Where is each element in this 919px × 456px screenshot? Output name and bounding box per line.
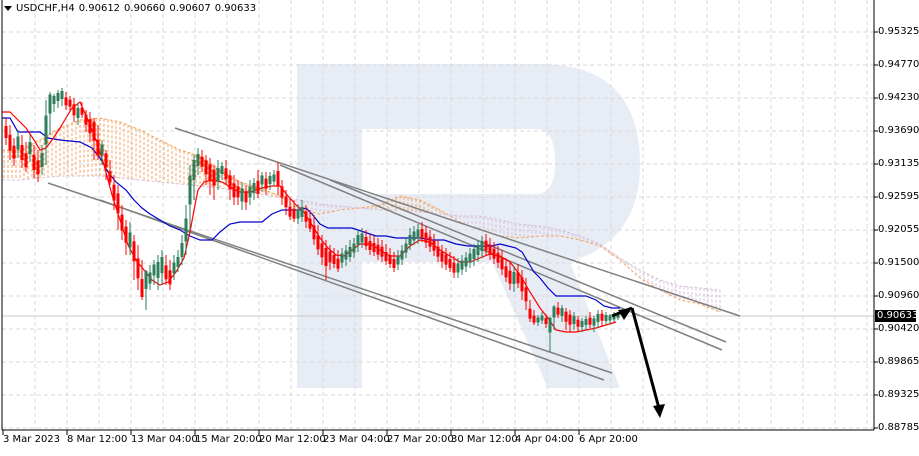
time-tick-label: 6 Apr 20:00 [579, 434, 638, 445]
price-tick-label: 0.93135 [878, 158, 919, 169]
candlesticks [4, 88, 620, 352]
dropdown-triangle-icon[interactable] [4, 5, 12, 11]
price-tick-label: 0.90420 [878, 323, 919, 334]
trendline[interactable] [99, 199, 605, 381]
price-tick-label: 0.91500 [878, 257, 919, 268]
time-tick-label: 27 Mar 20:00 [387, 434, 454, 445]
price-tick-label: 0.95325 [878, 26, 919, 37]
symbol-label: USDCHF,H4 [16, 3, 75, 14]
time-tick-label: 15 Mar 20:00 [195, 434, 262, 445]
open-price: 0.90612 [78, 3, 121, 14]
price-tick-label: 0.90960 [878, 290, 919, 301]
time-tick-label: 4 Apr 04:00 [515, 434, 574, 445]
price-tick-label: 0.94230 [878, 92, 919, 103]
kijun-sen-line [2, 117, 620, 309]
time-tick-label: 20 Mar 12:00 [259, 434, 326, 445]
high-price: 0.90660 [124, 3, 166, 14]
ichimoku-cloud [2, 117, 721, 313]
price-tick-label: 0.92055 [878, 224, 919, 235]
grid-lines [2, 0, 874, 430]
price-tick-label: 0.88785 [878, 422, 919, 433]
forecast-arrow[interactable] [611, 306, 665, 418]
price-tick-label: 0.93690 [878, 125, 919, 136]
ichimoku-lines [2, 101, 620, 333]
trendline[interactable] [279, 164, 723, 351]
price-tick-label: 0.92595 [878, 191, 919, 202]
close-price: 0.90633 [214, 3, 257, 14]
low-price: 0.90607 [169, 3, 211, 14]
time-tick-label: 3 Mar 2023 [3, 434, 61, 445]
arrow-down-icon [630, 307, 662, 413]
trendline[interactable] [174, 127, 741, 317]
time-tick-label: 13 Mar 04:00 [131, 434, 198, 445]
price-tick-label: 0.94770 [878, 59, 919, 70]
time-tick-label: 30 Mar 12:00 [451, 434, 518, 445]
time-tick-label: 23 Mar 04:00 [323, 434, 390, 445]
price-tick-label: 0.89865 [878, 356, 919, 367]
current-price-tag: 0.90633 [875, 310, 919, 322]
symbol-info-bar: USDCHF,H4 0.90612 0.90660 0.90607 0.90633 [4, 3, 260, 14]
chart-axes [1, 0, 878, 435]
time-tick-label: 8 Mar 12:00 [67, 434, 128, 445]
price-tick-label: 0.89325 [878, 389, 919, 400]
tenkan-sen-line [2, 101, 617, 333]
